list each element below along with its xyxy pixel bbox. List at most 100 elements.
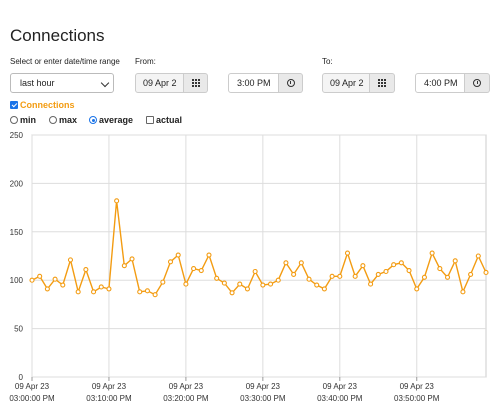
agg-option-max[interactable]: max bbox=[49, 115, 77, 125]
data-point bbox=[483, 269, 489, 276]
plot-frame bbox=[31, 134, 487, 378]
range-select[interactable]: last hour bbox=[10, 73, 114, 93]
data-point bbox=[306, 276, 312, 282]
data-point bbox=[183, 281, 189, 287]
data-point bbox=[229, 290, 235, 296]
data-point bbox=[167, 259, 174, 265]
data-point bbox=[414, 286, 420, 292]
data-point bbox=[29, 277, 35, 283]
data-point bbox=[221, 280, 227, 286]
data-point bbox=[421, 274, 427, 280]
x-tick-date: 09 Apr 23 bbox=[246, 382, 281, 391]
data-point bbox=[37, 273, 43, 279]
calendar-grid-icon bbox=[378, 79, 386, 87]
chevron-down-icon bbox=[100, 78, 110, 88]
connections-checkbox[interactable] bbox=[10, 101, 18, 109]
data-point bbox=[391, 262, 397, 268]
range-label: Select or enter date/time range bbox=[10, 57, 120, 66]
x-tick-date: 09 Apr 23 bbox=[15, 382, 50, 391]
data-point bbox=[67, 257, 74, 263]
agg-checkbox-actual[interactable] bbox=[146, 116, 154, 124]
data-point bbox=[106, 286, 112, 292]
data-point bbox=[244, 286, 251, 292]
clock-icon bbox=[473, 79, 481, 87]
x-tick-date: 09 Apr 23 bbox=[92, 382, 127, 391]
x-tick-time: 03:10:00 PM bbox=[86, 394, 132, 403]
x-tick-date: 09 Apr 23 bbox=[169, 382, 204, 391]
from-date-picker-button[interactable] bbox=[184, 73, 208, 93]
x-tick-date: 09 Apr 23 bbox=[400, 382, 435, 391]
to-label: To: bbox=[322, 57, 333, 66]
data-point bbox=[383, 268, 389, 275]
data-point bbox=[83, 267, 89, 273]
data-point bbox=[283, 260, 289, 266]
data-point bbox=[114, 198, 120, 204]
data-point bbox=[206, 252, 212, 258]
to-date-picker-button[interactable] bbox=[370, 73, 395, 93]
data-point bbox=[175, 252, 181, 258]
agg-radio-max[interactable] bbox=[49, 116, 57, 124]
y-tick-label: 0 bbox=[19, 373, 24, 382]
calendar-grid-icon bbox=[191, 79, 200, 87]
x-tick-time: 03:30:00 PM bbox=[240, 394, 286, 403]
data-point bbox=[444, 274, 451, 280]
x-tick-time: 03:50:00 PM bbox=[394, 394, 440, 403]
agg-option-min[interactable]: min bbox=[10, 115, 36, 125]
data-point bbox=[298, 260, 304, 266]
data-point bbox=[406, 267, 412, 274]
data-point bbox=[314, 282, 320, 288]
data-point bbox=[160, 279, 166, 285]
x-tick-time: 03:40:00 PM bbox=[317, 394, 363, 403]
data-point bbox=[237, 281, 243, 287]
data-point bbox=[267, 281, 274, 287]
data-point bbox=[368, 281, 374, 287]
data-point bbox=[468, 271, 474, 277]
connections-chart: 0 50 100 150 200 250 09 Apr 23 03:00:00 PM 09 Ap… bbox=[9, 131, 489, 403]
from-label: From: bbox=[135, 57, 156, 66]
to-time-input[interactable]: 4:00 PM bbox=[415, 73, 465, 93]
data-point bbox=[52, 276, 58, 282]
data-point bbox=[429, 250, 435, 256]
data-point bbox=[98, 284, 104, 290]
data-point bbox=[452, 258, 458, 264]
agg-option-actual[interactable]: actual bbox=[146, 115, 182, 125]
agg-option-average[interactable]: average bbox=[89, 115, 133, 125]
data-point bbox=[75, 289, 81, 295]
data-point bbox=[121, 263, 127, 269]
data-point bbox=[352, 273, 358, 279]
data-point bbox=[344, 250, 351, 256]
data-point bbox=[137, 289, 143, 295]
data-point bbox=[291, 271, 297, 277]
data-point bbox=[191, 266, 197, 272]
data-point bbox=[152, 292, 158, 298]
agg-option-label: min bbox=[20, 115, 37, 125]
data-point bbox=[44, 286, 50, 292]
agg-option-label: actual bbox=[156, 115, 183, 125]
data-point bbox=[144, 288, 150, 294]
data-point bbox=[337, 273, 343, 279]
data-point bbox=[60, 282, 66, 288]
data-point bbox=[398, 260, 404, 266]
agg-option-label: max bbox=[59, 115, 78, 125]
data-point bbox=[252, 268, 258, 275]
from-date-input[interactable]: 09 Apr 2 bbox=[135, 73, 184, 93]
data-point bbox=[375, 271, 381, 277]
data-point bbox=[214, 275, 220, 281]
connections-toggle[interactable]: Connections bbox=[10, 100, 75, 110]
to-time-picker-button[interactable] bbox=[465, 73, 490, 93]
data-point bbox=[275, 277, 281, 283]
data-point bbox=[321, 286, 327, 292]
from-time-picker-button[interactable] bbox=[279, 73, 303, 93]
clock-icon bbox=[286, 79, 295, 87]
from-time-input[interactable]: 3:00 PM bbox=[228, 73, 279, 93]
connections-toggle-label: Connections bbox=[20, 100, 75, 110]
y-tick-label: 100 bbox=[10, 276, 24, 285]
y-tick-label: 50 bbox=[14, 325, 23, 334]
y-tick-label: 150 bbox=[10, 228, 24, 237]
agg-radio-min[interactable] bbox=[10, 116, 18, 124]
x-tick-time: 03:20:00 PM bbox=[163, 394, 209, 403]
data-point bbox=[360, 263, 366, 269]
y-tick-label: 200 bbox=[10, 179, 24, 188]
to-date-input[interactable]: 09 Apr 2 bbox=[322, 73, 370, 93]
agg-radio-average[interactable] bbox=[89, 116, 97, 124]
